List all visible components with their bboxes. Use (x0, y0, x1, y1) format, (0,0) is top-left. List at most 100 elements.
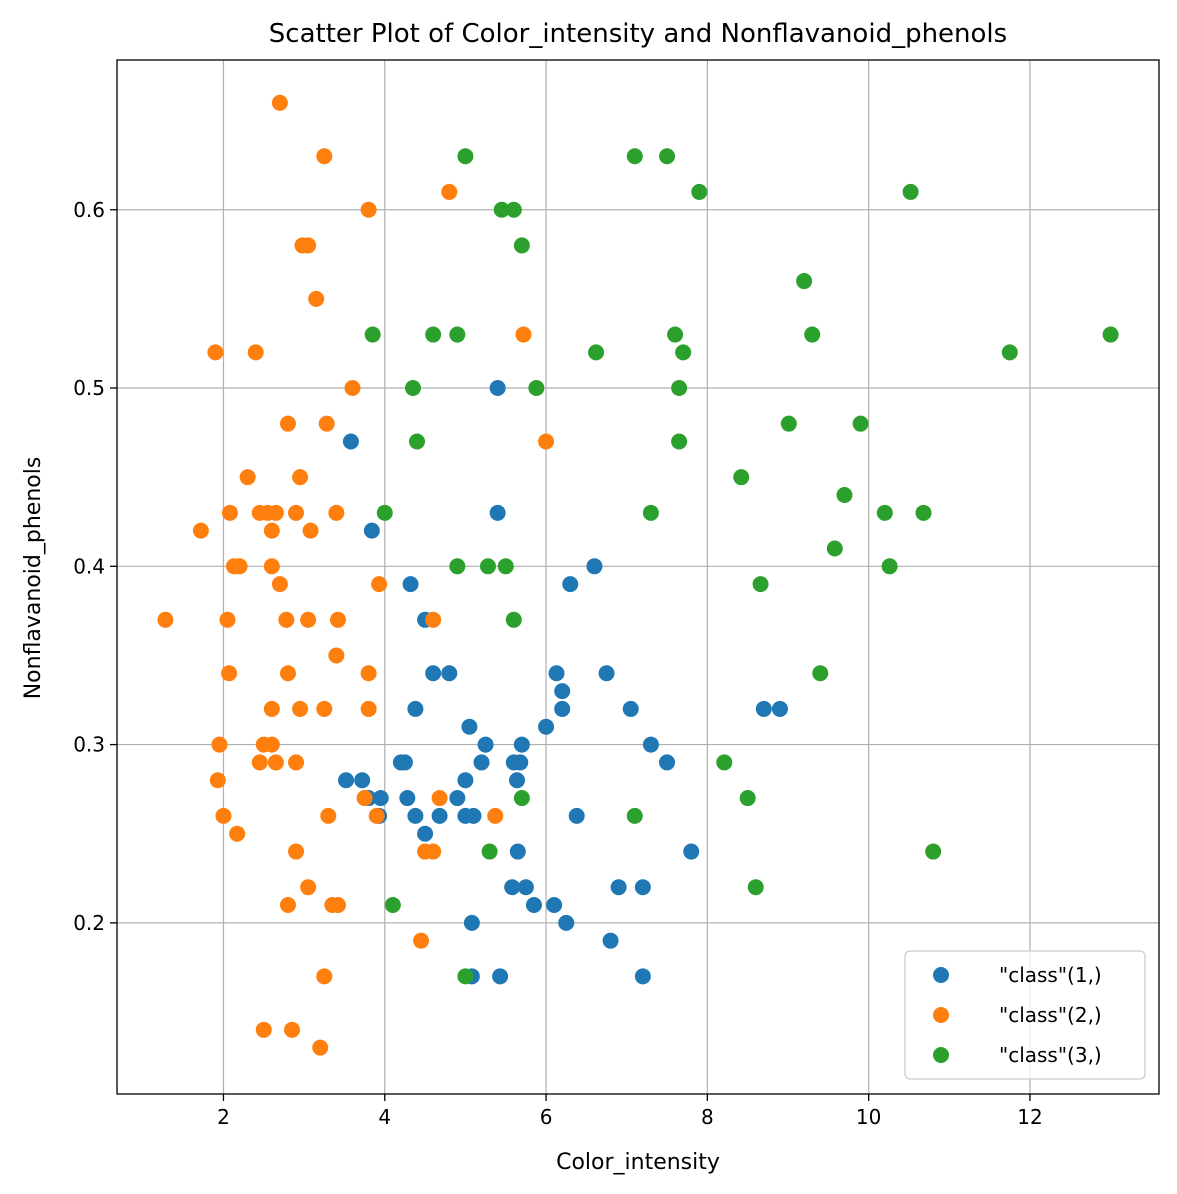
data-point-class-2 (308, 290, 325, 307)
data-point-class-1 (441, 665, 458, 682)
data-point-class-1 (363, 522, 380, 539)
data-point-class-1 (473, 754, 490, 771)
data-point-class-3 (675, 344, 692, 361)
data-point-class-1 (372, 790, 389, 807)
data-point-class-2 (356, 790, 373, 807)
data-point-class-3 (796, 273, 813, 290)
data-point-class-3 (780, 415, 797, 432)
data-point-class-1 (548, 665, 565, 682)
data-point-class-2 (329, 897, 346, 914)
data-point-class-3 (836, 486, 853, 503)
data-point-class-3 (479, 558, 496, 575)
legend-box (904, 950, 1146, 1080)
data-point-class-3 (528, 380, 545, 397)
data-point-class-1 (622, 700, 639, 717)
data-point-class-2 (231, 558, 248, 575)
data-point-class-3 (876, 504, 893, 521)
data-point-class-3 (449, 558, 466, 575)
data-point-class-3 (671, 433, 688, 450)
data-point-class-2 (263, 558, 280, 575)
data-point-class-2 (316, 968, 333, 985)
data-point-class-1 (554, 700, 571, 717)
data-point-class-3 (505, 201, 522, 218)
x-tick-label: 12 (1017, 1105, 1042, 1129)
legend-marker-class-2 (933, 1007, 949, 1023)
data-point-class-1 (417, 825, 434, 842)
data-point-class-3 (739, 790, 756, 807)
data-point-class-2 (360, 201, 377, 218)
data-point-class-1 (598, 665, 615, 682)
x-axis-ticks: 2 4 6 8 10 12 (217, 1094, 1043, 1129)
data-point-class-2 (425, 843, 442, 860)
data-point-class-1 (396, 754, 413, 771)
data-point-class-1 (402, 576, 419, 593)
data-point-class-3 (493, 201, 510, 218)
data-point-class-3 (667, 326, 684, 343)
y-tick-label: 0.4 (73, 554, 105, 578)
data-point-class-2 (221, 504, 238, 521)
data-point-class-1 (342, 433, 359, 450)
data-point-class-2 (316, 148, 333, 165)
data-point-class-2 (251, 754, 268, 771)
data-point-class-2 (292, 469, 309, 486)
data-point-class-3 (513, 237, 530, 254)
data-point-class-3 (449, 326, 466, 343)
data-point-class-3 (752, 576, 769, 593)
data-point-class-2 (229, 825, 246, 842)
y-axis-label: Nonflavanoid_phenols (21, 457, 46, 700)
data-point-class-1 (465, 807, 482, 824)
data-point-class-2 (219, 611, 236, 628)
data-point-class-2 (284, 1021, 301, 1038)
data-point-class-1 (634, 968, 651, 985)
data-point-class-2 (288, 843, 305, 860)
data-point-class-2 (288, 754, 305, 771)
data-point-class-3 (425, 326, 442, 343)
data-point-class-1 (512, 754, 529, 771)
data-point-class-1 (558, 914, 575, 931)
y-tick-label: 0.2 (73, 911, 105, 935)
data-point-class-1 (538, 718, 555, 735)
data-point-class-1 (642, 736, 659, 753)
data-point-class-3 (915, 504, 932, 521)
data-point-class-2 (263, 522, 280, 539)
data-point-class-3 (457, 968, 474, 985)
x-tick-label: 2 (217, 1105, 230, 1129)
data-point-class-2 (413, 932, 430, 949)
data-point-class-3 (376, 504, 393, 521)
data-point-class-1 (659, 754, 676, 771)
y-tick-label: 0.3 (73, 733, 105, 757)
legend-marker-class-1 (933, 967, 949, 983)
data-point-class-1 (457, 772, 474, 789)
data-point-class-2 (300, 611, 317, 628)
data-point-class-1 (568, 807, 585, 824)
data-point-class-2 (271, 576, 288, 593)
data-point-class-1 (586, 558, 603, 575)
data-point-class-1 (354, 772, 371, 789)
data-point-class-1 (634, 879, 651, 896)
data-point-class-1 (338, 772, 355, 789)
data-point-class-1 (461, 718, 478, 735)
data-point-class-2 (300, 237, 317, 254)
data-point-class-2 (360, 665, 377, 682)
data-point-class-2 (207, 344, 224, 361)
data-point-class-3 (747, 879, 764, 896)
data-point-class-2 (316, 700, 333, 717)
data-point-class-3 (925, 843, 942, 860)
data-point-class-3 (733, 469, 750, 486)
data-point-class-3 (804, 326, 821, 343)
grid-lines (117, 60, 1159, 1094)
data-point-class-2 (211, 736, 228, 753)
data-point-class-3 (671, 380, 688, 397)
legend: "class"(1,) "class"(2,) "class"(3,) (904, 950, 1146, 1080)
data-point-class-1 (399, 790, 416, 807)
data-point-class-2 (221, 665, 238, 682)
data-point-class-2 (515, 326, 532, 343)
x-tick-label: 6 (540, 1105, 553, 1129)
data-point-class-3 (457, 148, 474, 165)
data-point-class-2 (255, 1021, 272, 1038)
data-point-class-3 (588, 344, 605, 361)
x-tick-label: 10 (856, 1105, 881, 1129)
data-point-class-2 (487, 807, 504, 824)
data-point-class-3 (691, 183, 708, 200)
